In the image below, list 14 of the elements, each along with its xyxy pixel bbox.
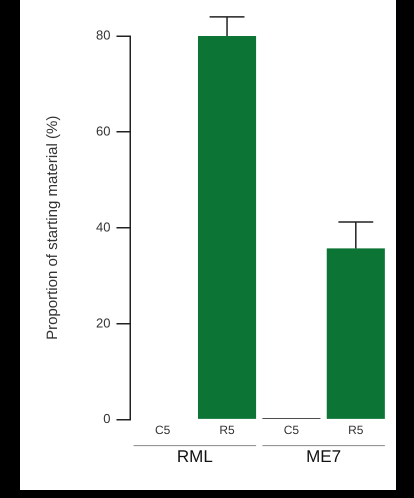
y-tick-label: 20 <box>96 315 110 330</box>
y-tick-label: 80 <box>96 28 110 43</box>
text: RML <box>176 446 213 466</box>
bar <box>326 248 385 419</box>
y-tick-label: 60 <box>96 123 110 138</box>
x-tick-label: C5 <box>284 423 300 438</box>
x-tick-label: R5 <box>219 423 236 438</box>
x-tick-label: R5 <box>348 423 364 438</box>
bar <box>198 36 256 419</box>
y-axis-title: Proportion of starting material (%) <box>44 116 62 340</box>
y-tick-label: 40 <box>96 219 110 234</box>
x-tick-label: C5 <box>154 423 171 438</box>
y-tick-label: 0 <box>103 411 110 426</box>
text: ME7 <box>306 446 342 466</box>
